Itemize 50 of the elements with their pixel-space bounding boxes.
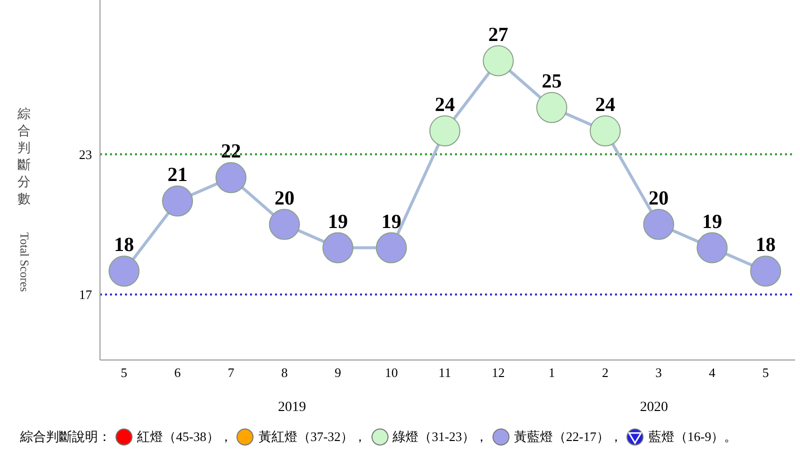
- x-tick-label: 3: [655, 365, 662, 380]
- data-label: 21: [168, 164, 188, 186]
- point: [376, 232, 407, 264]
- y-tick-label: 23: [79, 146, 92, 162]
- x-tick-label: 2: [602, 365, 608, 380]
- x-tick-label: 9: [334, 365, 342, 380]
- data-label: 25: [542, 70, 562, 93]
- point: [429, 115, 460, 146]
- text: 綜合判斷說明：: [20, 428, 111, 446]
- text: 黃紅燈（37-32），: [258, 428, 367, 446]
- data-label: 20: [648, 187, 669, 210]
- data-label: 27: [488, 24, 508, 46]
- y-tick-label: 17: [79, 287, 92, 302]
- data-label: 19: [702, 210, 722, 233]
- x-tick-label: 5: [120, 365, 128, 380]
- text: 2019: [278, 400, 306, 416]
- data-label: 19: [328, 210, 348, 233]
- x-tick-label: 5: [762, 365, 769, 380]
- point: [162, 186, 194, 217]
- text: 綜合判斷分數 Total Scores: [18, 106, 32, 292]
- x-tick-label: 12: [492, 365, 505, 380]
- data-label: 24: [595, 94, 616, 116]
- x-tick-label: 10: [384, 365, 398, 380]
- text: 藍燈（16-9）。: [648, 428, 738, 446]
- x-tick-label: 7: [228, 365, 235, 380]
- x-tick-label: 1: [548, 365, 555, 380]
- data-label: 19: [381, 210, 402, 233]
- point: [750, 256, 782, 287]
- text: 2020: [640, 400, 668, 416]
- point: [590, 115, 621, 146]
- point: [322, 232, 354, 264]
- point: [268, 208, 300, 240]
- text: 綠燈（31-23），: [392, 428, 488, 446]
- point: [215, 162, 246, 194]
- text: 黃藍燈（22-17），: [514, 428, 622, 446]
- point: [482, 45, 514, 76]
- data-label: 18: [114, 234, 134, 256]
- data-label: 20: [274, 187, 294, 210]
- point: [108, 256, 140, 287]
- x-tick-label: 6: [174, 365, 182, 380]
- point: [696, 232, 728, 264]
- data-label: 24: [434, 94, 455, 116]
- point: [643, 208, 674, 240]
- text: 紅燈（45-38），: [137, 428, 232, 446]
- x-tick-label: 8: [281, 365, 288, 380]
- data-label: 18: [756, 234, 776, 256]
- x-tick-label: 4: [708, 365, 716, 380]
- data-label: 22: [220, 140, 241, 163]
- point: [536, 92, 568, 124]
- x-tick-label: 11: [438, 365, 452, 380]
